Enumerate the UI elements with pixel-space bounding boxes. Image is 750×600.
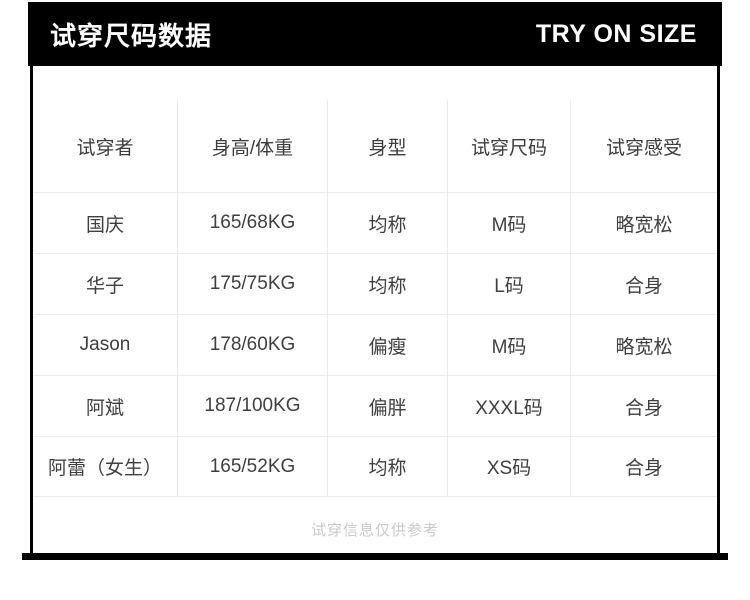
cell-fitter: 阿蕾（女生） [47, 458, 162, 479]
column-header-height-weight: 身高/体重 [177, 100, 327, 192]
content-box [30, 66, 720, 556]
header-bar: 试穿尺码数据 TRY ON SIZE [28, 2, 722, 66]
cell-size: M码 [447, 193, 570, 253]
cell-size: XS码 [447, 437, 570, 496]
page-title-en: TRY ON SIZE [535, 19, 697, 48]
cell-fitter: 华子 [85, 275, 124, 297]
cell-size: XXXL码 [447, 376, 570, 436]
cell-body-type: 均称 [327, 437, 447, 496]
table-row: Jason 178/60KG 偏瘦 M码 略宽松 [33, 314, 717, 375]
cell-height-weight: 165/68KG [177, 193, 327, 253]
disclaimer-note: 试穿信息仅供参考 [310, 522, 439, 539]
cell-size: M码 [447, 315, 570, 375]
cell-fit-feeling: 略宽松 [570, 315, 717, 375]
table-row: 阿斌 187/100KG 偏胖 XXXL码 合身 [33, 375, 717, 436]
column-header-body-type: 身型 [327, 100, 447, 192]
table-row: 国庆 165/68KG 均称 M码 略宽松 [33, 192, 717, 253]
cell-fitter: 国庆 [85, 214, 124, 236]
cell-fit-feeling: 合身 [570, 376, 717, 436]
table-row: 华子 175/75KG 均称 L码 合身 [33, 253, 717, 314]
cell-height-weight: 178/60KG [177, 315, 327, 375]
column-header-fit-feeling: 试穿感受 [570, 100, 717, 192]
cell-height-weight: 165/52KG [177, 437, 327, 496]
bottom-divider-bar [22, 553, 728, 560]
cell-size: L码 [447, 254, 570, 314]
table-header-row: 试穿者 身高/体重 身型 试穿尺码 试穿感受 [33, 100, 717, 192]
column-header-size: 试穿尺码 [447, 100, 570, 192]
table-row: 阿蕾（女生） 165/52KG 均称 XS码 合身 [33, 436, 717, 497]
column-header-fitter: 试穿者 [76, 137, 134, 159]
cell-fit-feeling: 合身 [570, 437, 717, 496]
cell-body-type: 偏胖 [327, 376, 447, 436]
page-title-zh: 试穿尺码数据 [50, 20, 213, 51]
size-data-table: 试穿者 身高/体重 身型 试穿尺码 试穿感受 国庆 165/68KG 均称 M码… [33, 100, 717, 497]
cell-fitter: 阿斌 [85, 397, 124, 419]
cell-body-type: 均称 [327, 193, 447, 253]
cell-body-type: 均称 [327, 254, 447, 314]
cell-height-weight: 187/100KG [177, 376, 327, 436]
cell-fit-feeling: 略宽松 [570, 193, 717, 253]
cell-fit-feeling: 合身 [570, 254, 717, 314]
cell-fitter: Jason [79, 334, 131, 355]
cell-body-type: 偏瘦 [327, 315, 447, 375]
cell-height-weight: 175/75KG [177, 254, 327, 314]
